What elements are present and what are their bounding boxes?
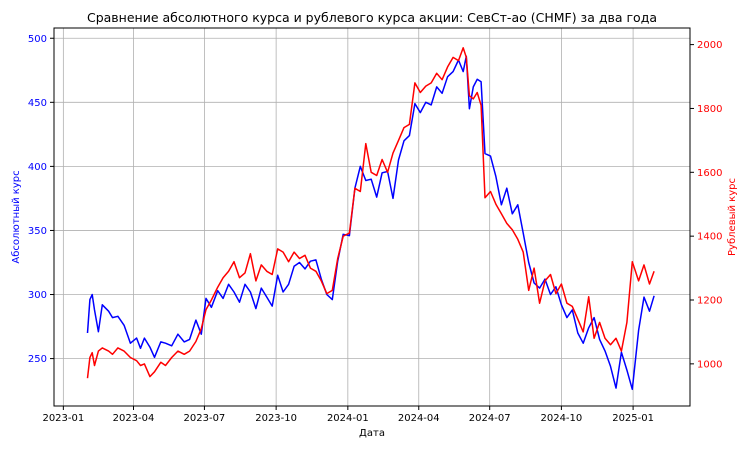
y-left-tick-label: 450 xyxy=(28,98,47,109)
x-axis: 2023-01 2023-04 2023-07 2023-10 2024-01 2024-… xyxy=(42,406,654,424)
y-axis-left-label: Абсолютный курс xyxy=(11,170,22,263)
x-tick-label: 2024-07 xyxy=(469,413,511,424)
y-left-tick-label: 250 xyxy=(28,354,47,365)
y-axis-right-label: Рублевый курс xyxy=(727,178,738,256)
y-right-tick-label: 2000 xyxy=(697,40,722,51)
y-right-tick-label: 1800 xyxy=(697,104,722,115)
chart-title: Сравнение абсолютного курса и рублевого … xyxy=(87,10,657,25)
y-left-tick-label: 300 xyxy=(28,290,47,301)
x-tick-label: 2023-10 xyxy=(255,413,297,424)
y-right-tick-label: 1400 xyxy=(697,232,722,243)
series-line-left xyxy=(86,55,655,391)
plot-frame xyxy=(53,27,691,407)
y-left-tick-label: 400 xyxy=(28,162,47,173)
x-axis-label: Дата xyxy=(359,428,385,439)
y-axis-left: 250 300 350 400 450 500 xyxy=(28,34,54,365)
y-right-tick-label: 1000 xyxy=(697,359,722,370)
series-lines xyxy=(86,47,655,391)
x-tick-label: 2023-01 xyxy=(42,413,84,424)
x-tick-label: 2025-01 xyxy=(612,413,654,424)
series-line-right xyxy=(86,47,655,379)
y-left-tick-label: 500 xyxy=(28,34,47,45)
y-axis-right: 1000 1200 1400 1600 1800 2000 xyxy=(690,40,722,370)
x-tick-label: 2024-10 xyxy=(540,413,582,424)
x-tick-label: 2024-01 xyxy=(327,413,369,424)
x-tick-label: 2023-07 xyxy=(184,413,226,424)
x-tick-label: 2023-04 xyxy=(113,413,155,424)
y-left-tick-label: 350 xyxy=(28,226,47,237)
y-right-tick-label: 1200 xyxy=(697,296,722,307)
x-tick-label: 2024-04 xyxy=(398,413,440,424)
y-right-tick-label: 1600 xyxy=(697,168,722,179)
